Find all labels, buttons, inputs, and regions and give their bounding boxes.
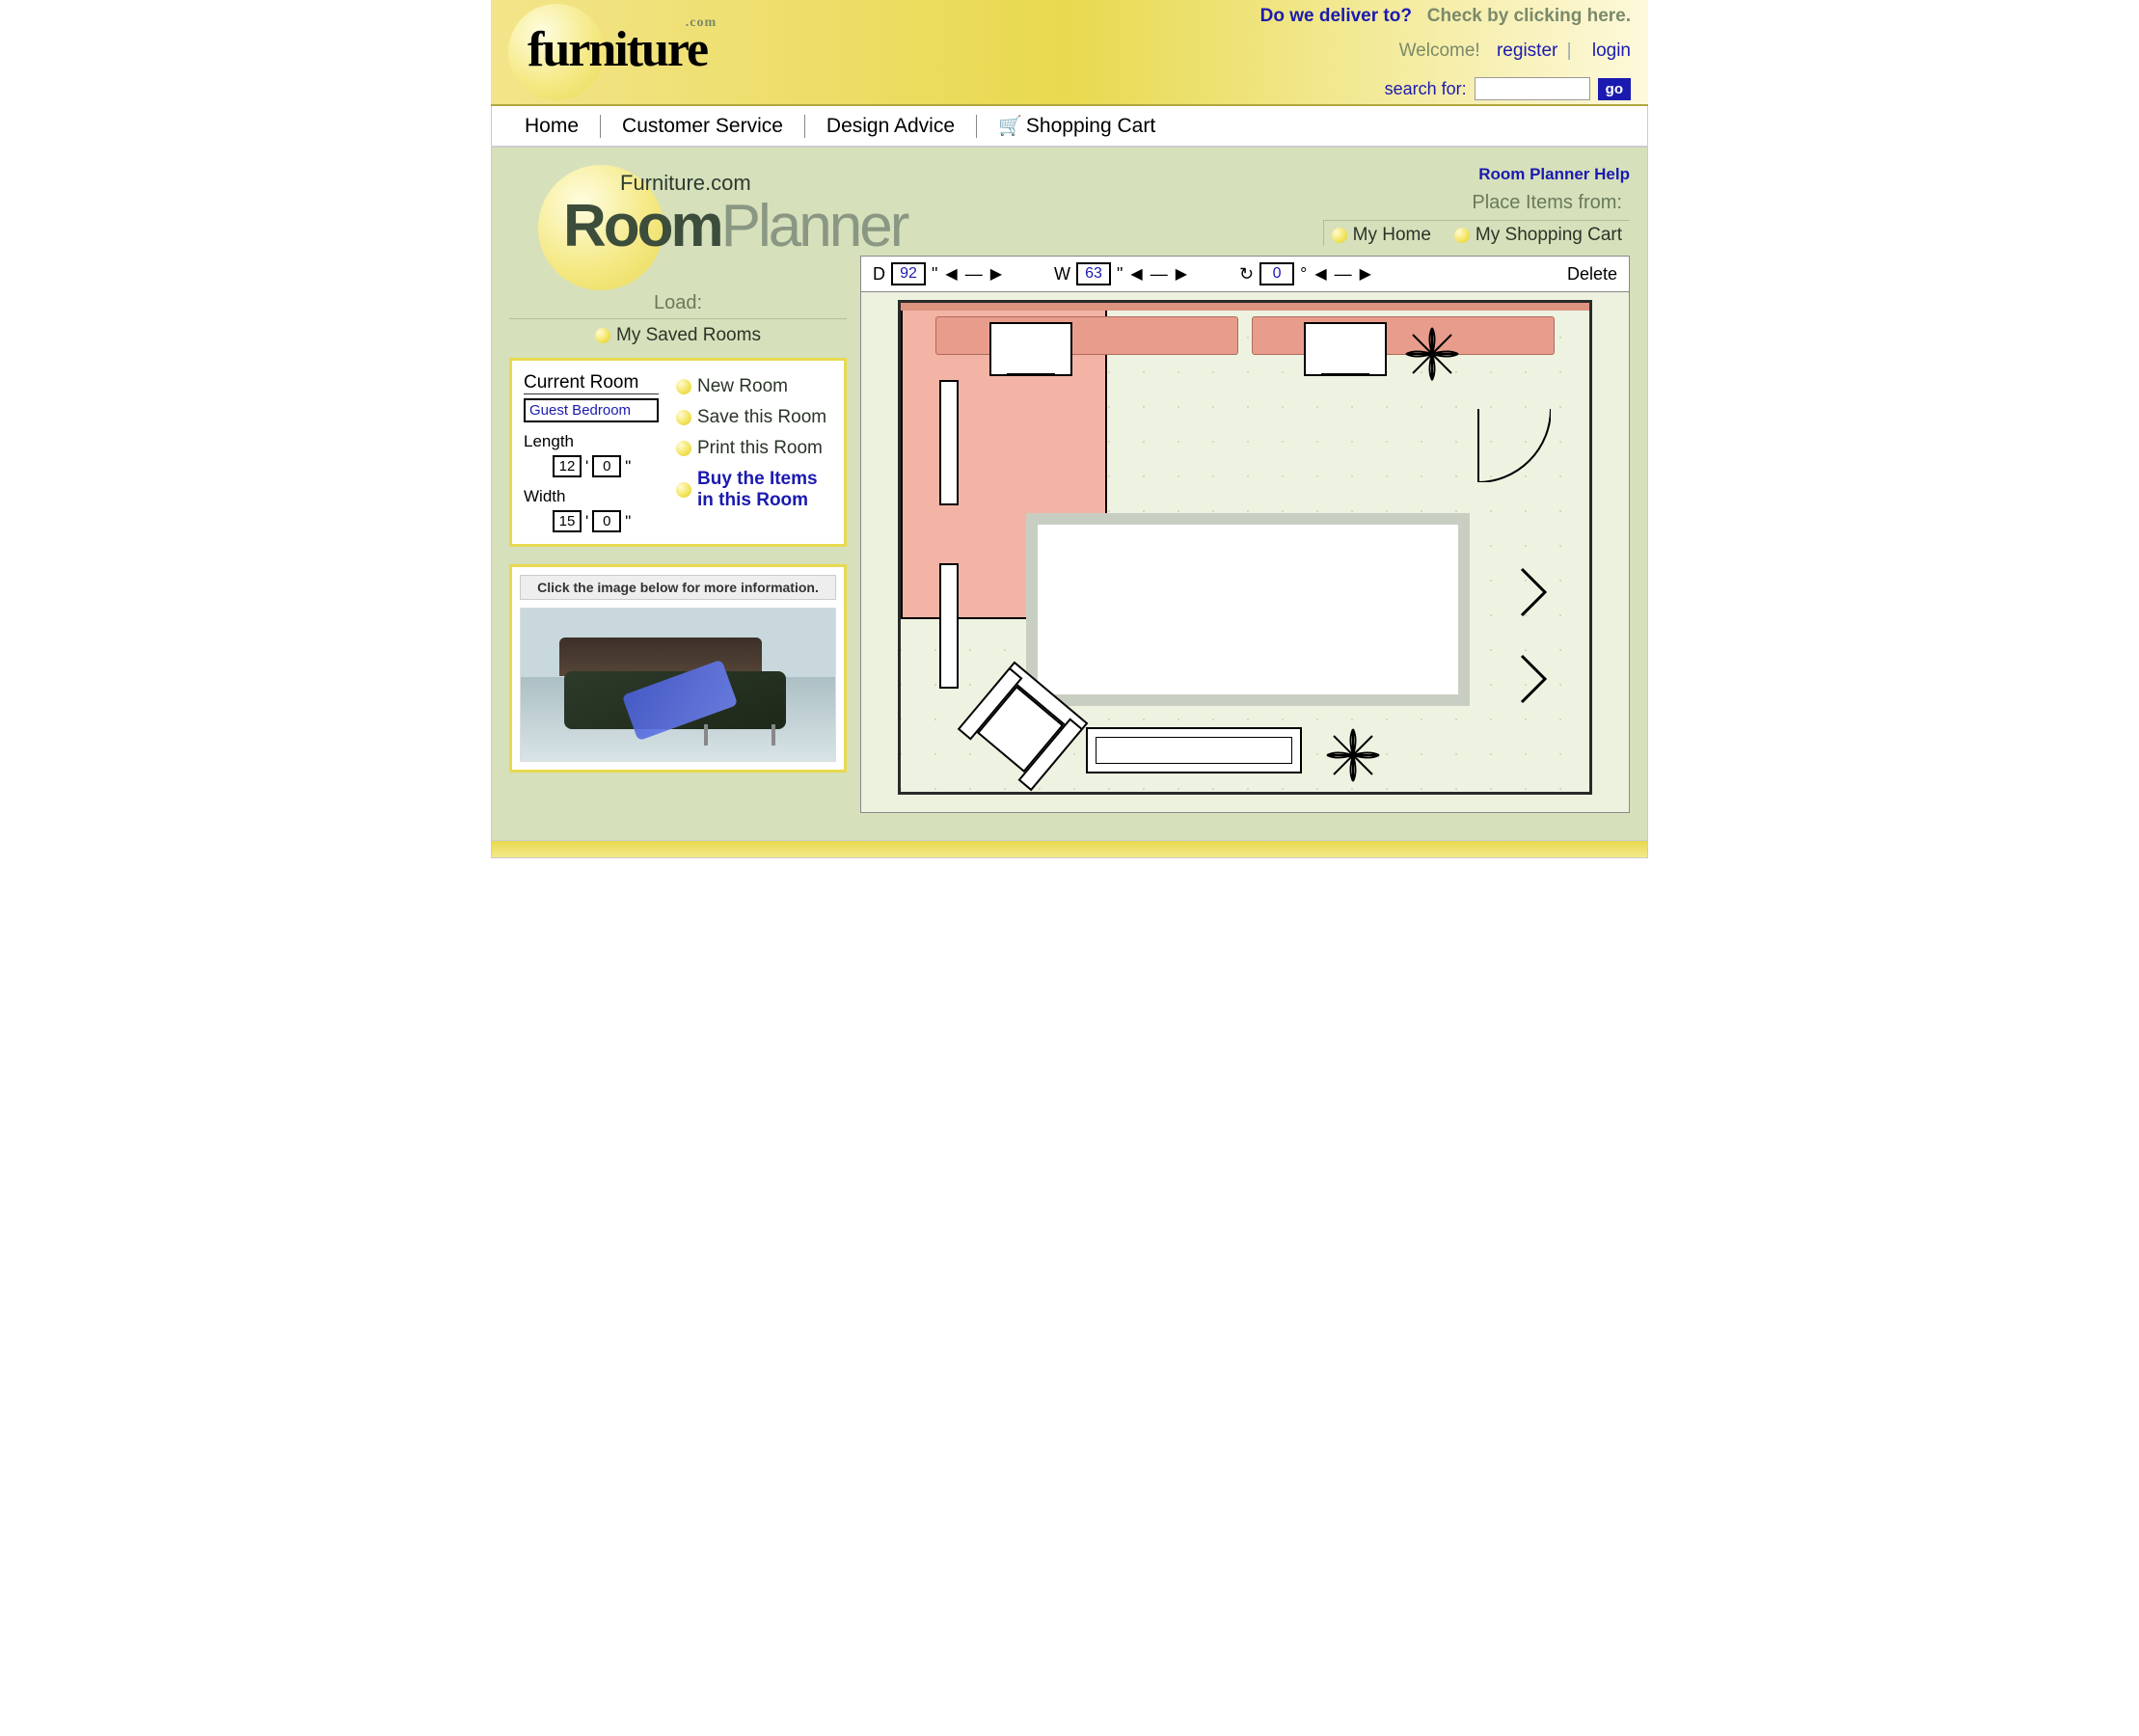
nav-shopping-cart[interactable]: 🛒Shopping Cart (992, 114, 1161, 138)
plant-bottom-item[interactable] (1319, 721, 1387, 794)
item-preview-box: Click the image below for more informati… (509, 564, 847, 773)
dresser-top-item[interactable] (939, 380, 959, 505)
welcome-text: Welcome! (1399, 41, 1480, 61)
door-item[interactable] (1477, 409, 1551, 482)
logo-text: furniture (528, 22, 707, 77)
room-name-input[interactable] (524, 398, 659, 422)
window-top-item[interactable] (1516, 565, 1551, 619)
rotation-input[interactable] (1259, 262, 1294, 285)
place-items-from: Place Items from: My Home My Shopping Ca… (1323, 192, 1630, 246)
top-banner: furniture .com Do we deliver to? Check b… (491, 0, 1648, 106)
preview-image[interactable] (520, 608, 836, 762)
item-toolbar: D " ◀—▶ W " ◀—▶ ↻ ° ◀—▶ Delete (860, 256, 1630, 292)
delivery-check[interactable]: Do we deliver to? Check by clicking here… (1260, 6, 1631, 27)
depth-input[interactable] (891, 262, 926, 285)
search-input[interactable] (1475, 77, 1590, 100)
length-label: Length (524, 432, 659, 451)
length-feet-input[interactable] (553, 455, 582, 477)
width-item-input[interactable] (1076, 262, 1111, 285)
width-increase-button[interactable]: ▶ (1174, 264, 1189, 284)
place-label: Place Items from: (1323, 192, 1630, 214)
rotate-icon: ↻ (1239, 264, 1254, 285)
nightstand-left-item[interactable] (989, 322, 1072, 376)
depth-decrease-button[interactable]: ◀ (943, 264, 959, 284)
main-nav: Home Customer Service Design Advice 🛒Sho… (491, 106, 1648, 147)
nav-design-advice[interactable]: Design Advice (821, 115, 961, 138)
nav-home[interactable]: Home (519, 115, 584, 138)
place-my-cart[interactable]: My Shopping Cart (1454, 225, 1622, 246)
login-link[interactable]: login (1592, 41, 1631, 61)
register-link[interactable]: register (1497, 41, 1557, 61)
planner-title-bold: Room (563, 193, 721, 259)
dresser-bottom-item[interactable] (939, 563, 959, 689)
planner-panel: Room Planner Help Furniture.com RoomPlan… (491, 147, 1648, 841)
window-bottom-item[interactable] (1516, 652, 1551, 706)
width-decrease-button[interactable]: ◀ (1128, 264, 1144, 284)
place-my-home[interactable]: My Home (1332, 225, 1431, 246)
width-item-label: W (1054, 264, 1070, 285)
bench-item[interactable] (1086, 727, 1302, 773)
site-logo[interactable]: furniture .com (508, 4, 707, 78)
room-outline (898, 300, 1592, 795)
width-feet-input[interactable] (553, 510, 582, 532)
nav-customer-service[interactable]: Customer Service (616, 115, 789, 138)
current-room-heading: Current Room (524, 372, 659, 394)
search-go-button[interactable]: go (1598, 78, 1631, 100)
logo-suffix: .com (686, 15, 717, 31)
delete-item-button[interactable]: Delete (1567, 264, 1617, 285)
width-inches-input[interactable] (592, 510, 621, 532)
new-room-button[interactable]: New Room (676, 376, 832, 397)
rotate-ccw-button[interactable]: ◀ (1313, 264, 1328, 284)
preview-caption: Click the image below for more informati… (520, 575, 836, 600)
print-room-button[interactable]: Print this Room (676, 438, 832, 459)
floor-canvas[interactable] (860, 292, 1630, 813)
rug-item[interactable] (1026, 513, 1470, 706)
planner-title-light: Planner (721, 193, 907, 259)
cart-icon: 🛒 (998, 116, 1022, 137)
delivery-question: Do we deliver to? (1260, 6, 1412, 26)
rotate-cw-button[interactable]: ▶ (1358, 264, 1373, 284)
length-inches-input[interactable] (592, 455, 621, 477)
search-label: search for: (1385, 79, 1467, 99)
width-label: Width (524, 487, 659, 506)
delivery-link[interactable]: Check by clicking here. (1427, 6, 1631, 26)
buy-items-button[interactable]: Buy the Items in this Room (676, 469, 832, 511)
load-saved-rooms[interactable]: My Saved Rooms (595, 325, 761, 346)
save-room-button[interactable]: Save this Room (676, 407, 832, 428)
footer-strip (491, 841, 1648, 858)
depth-label: D (873, 264, 885, 285)
depth-increase-button[interactable]: ▶ (988, 264, 1004, 284)
load-label: Load: (509, 292, 847, 314)
nightstand-right-item[interactable] (1304, 322, 1387, 376)
plant-top-item[interactable] (1398, 320, 1466, 393)
current-room-box: Current Room Length ' " Width (509, 358, 847, 547)
load-section: Load: My Saved Rooms (509, 292, 847, 346)
